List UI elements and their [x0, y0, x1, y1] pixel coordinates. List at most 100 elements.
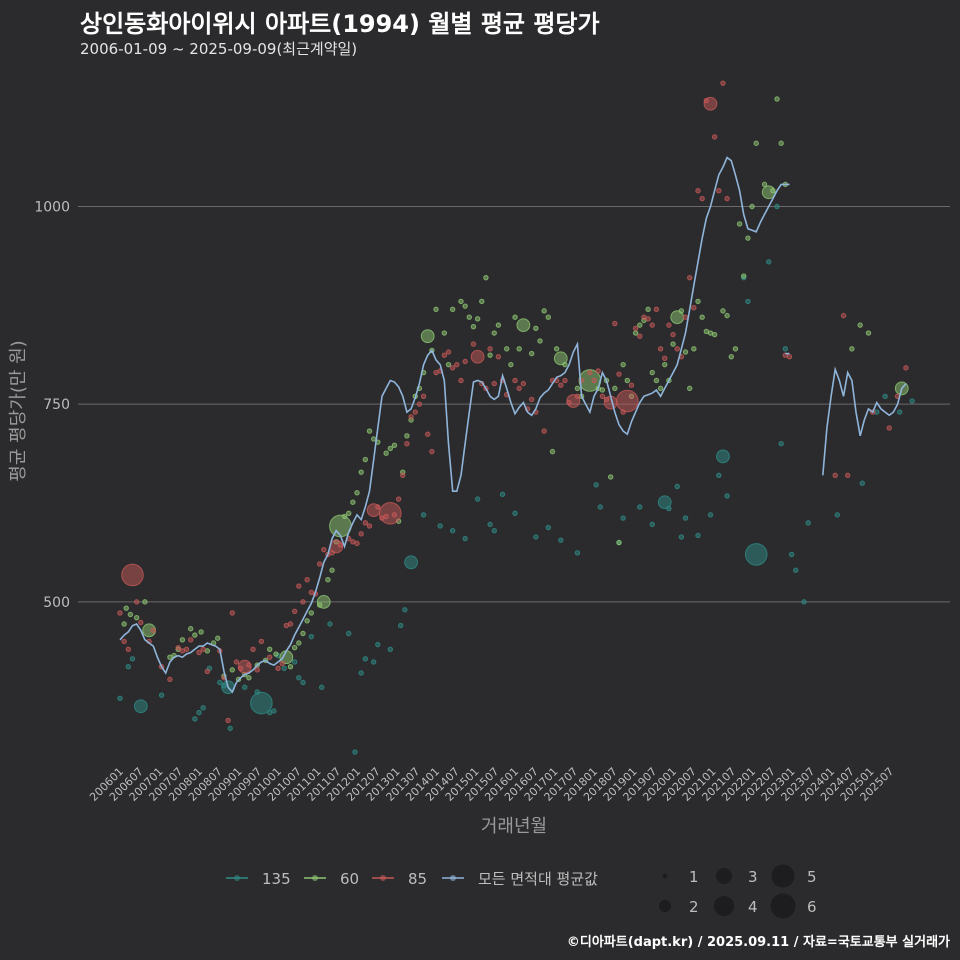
bubble-60	[695, 298, 701, 305]
bubble-85	[117, 610, 123, 616]
bubble-85	[429, 448, 435, 455]
bubble-85	[304, 577, 310, 583]
bubble-60	[670, 341, 676, 347]
bubble-60	[649, 369, 655, 376]
bubble-85	[395, 496, 402, 502]
x-axis-ticks: 2006012006072007012007072008012008072009…	[87, 765, 896, 804]
bubble-85	[520, 380, 527, 387]
bubble-85	[595, 368, 601, 374]
bubble-60	[198, 629, 204, 635]
bubble-135	[716, 472, 722, 479]
bubble-60	[632, 330, 639, 336]
bubble-85	[266, 654, 273, 660]
bubble-60	[287, 663, 294, 670]
bubble-85	[666, 322, 672, 328]
bubble-60	[291, 645, 298, 651]
bubble-60	[736, 221, 743, 227]
bubble-60	[711, 331, 718, 338]
bubble-135	[859, 480, 865, 486]
bubble-135	[346, 630, 352, 637]
bubble-60	[732, 346, 739, 352]
bubble-85	[183, 646, 190, 653]
bubble-60	[653, 377, 660, 384]
bubble-60	[296, 640, 302, 646]
bubble-135	[242, 684, 248, 690]
bubble-60	[724, 312, 730, 319]
bubble-60	[229, 667, 235, 673]
bubble-135	[491, 527, 497, 534]
bubble-60	[362, 456, 369, 463]
bubble-85	[470, 341, 477, 347]
y-axis-label: 평균 평당가(만 원)	[8, 340, 29, 481]
bubble-85	[832, 472, 838, 479]
bubble-60	[433, 306, 439, 313]
bubble-85	[229, 610, 235, 616]
bubble-85	[233, 659, 240, 665]
bubble-85	[279, 660, 285, 667]
bubble-60	[445, 361, 452, 368]
footer-credit: ©디아파트(dapt.kr) / 2025.09.11 / 자료=국토교통부 실…	[566, 935, 950, 950]
bubble-135	[296, 675, 302, 681]
legend: 135 60 85 모든 면적대 평균값 1 2 3 4 5 6	[226, 864, 817, 919]
bubble-135	[801, 599, 807, 605]
bubble-85	[316, 561, 323, 567]
bubble-85	[200, 646, 206, 653]
bubble-135	[896, 409, 903, 415]
bubble-60	[662, 361, 668, 368]
bubble-135	[227, 725, 233, 732]
bubble-85	[400, 472, 406, 479]
bubble-60	[483, 274, 489, 281]
bubble-85	[375, 504, 381, 510]
bubble-85	[275, 665, 281, 671]
bubble-135	[387, 646, 393, 653]
bubble-85	[512, 377, 518, 384]
bubble-60	[616, 539, 622, 546]
bubble-85	[187, 637, 194, 643]
bubble-85	[786, 354, 793, 360]
bubble-60	[449, 306, 456, 313]
bubble-60	[770, 187, 776, 194]
bubble-60	[699, 314, 705, 320]
bubble-85	[711, 134, 718, 140]
bubble-135	[420, 512, 427, 518]
bubble-135	[778, 441, 784, 447]
scatter-bubbles	[117, 80, 915, 755]
bubble-60	[745, 235, 751, 241]
average-line-segment	[119, 156, 790, 694]
bubble-135	[724, 493, 730, 499]
bubble-135	[300, 679, 306, 686]
bubble-85	[204, 668, 211, 675]
bubble-85	[391, 512, 398, 518]
bubble-135	[129, 656, 136, 662]
bubble-135	[533, 534, 539, 540]
bubble-60	[516, 346, 522, 352]
bubble-85	[121, 563, 144, 587]
bubble-60	[549, 448, 556, 455]
bubble-85	[599, 393, 606, 399]
bubble-85	[528, 396, 535, 403]
bubble-135	[707, 512, 714, 518]
bubble-135	[597, 504, 603, 510]
bubble-60	[607, 474, 614, 480]
legend-size-circle	[716, 868, 732, 884]
legend-label: 60	[340, 870, 359, 888]
bubble-135	[375, 641, 381, 648]
bubble-60	[273, 651, 279, 657]
bubble-85	[420, 393, 427, 399]
bubble-85	[653, 306, 660, 313]
bubble-60	[495, 322, 502, 328]
bubble-60	[215, 635, 221, 641]
bubble-85	[408, 414, 414, 420]
bubble-60	[682, 349, 689, 355]
bubble-135	[200, 705, 206, 711]
bubble-60	[266, 646, 273, 653]
bubble-85	[886, 425, 892, 431]
bubble-85	[495, 354, 502, 360]
y-axis-ticks: 500 750 1000	[34, 200, 70, 611]
bubble-85	[657, 346, 664, 352]
bubble-135	[158, 692, 165, 698]
legend-size-label: 5	[807, 868, 817, 886]
bubble-60	[192, 632, 198, 638]
bubble-135	[574, 550, 581, 556]
legend-size-circle	[714, 896, 734, 916]
